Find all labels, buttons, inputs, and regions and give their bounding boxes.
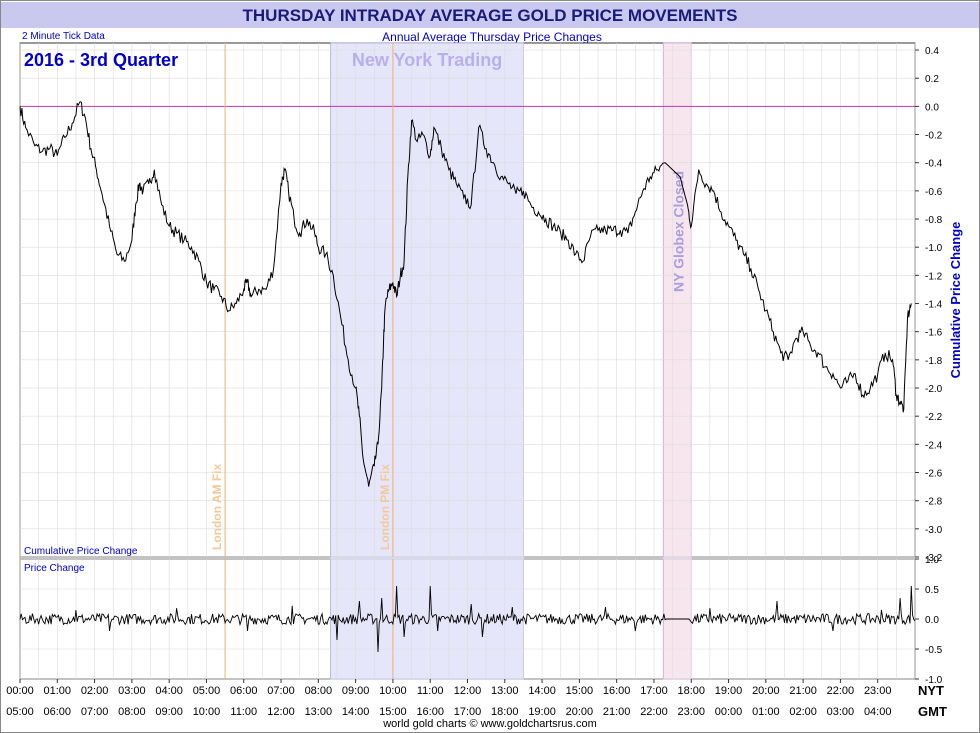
x-tick-label-gmt: 18:00	[491, 706, 519, 718]
y-tick-label: 0.0	[925, 102, 939, 113]
footer-credit: world gold charts © www.goldchartsrus.co…	[382, 718, 597, 730]
x-tick-label-gmt: 09:00	[155, 706, 183, 718]
chart-title: THURSDAY INTRADAY AVERAGE GOLD PRICE MOV…	[243, 6, 738, 25]
x-tick-label-nyt: 22:00	[827, 685, 855, 697]
x-tick-label-nyt: 12:00	[454, 685, 482, 697]
x-tick-label-gmt: 04:00	[864, 706, 892, 718]
y-tick-label: -3.2	[925, 553, 943, 564]
y-tick-label: 0.0	[925, 615, 939, 626]
x-tick-label-nyt: 23:00	[864, 685, 892, 697]
y-tick-label: -1.8	[925, 356, 943, 367]
period-label: 2016 - 3rd Quarter	[24, 50, 178, 70]
y-tick-label: -0.6	[925, 187, 943, 198]
x-tick-label-nyt: 13:00	[491, 685, 519, 697]
y-tick-label: -2.2	[925, 412, 943, 423]
y-tick-label: -0.4	[925, 159, 943, 170]
title-bar	[1, 2, 979, 28]
x-tick-label-gmt: 12:00	[267, 706, 295, 718]
x-tick-label-nyt: 03:00	[118, 685, 146, 697]
x-tick-label-gmt: 08:00	[118, 706, 146, 718]
ny-trading-label: New York Trading	[352, 50, 502, 70]
y-tick-label: -1.0	[925, 675, 943, 686]
y-tick-label: -1.4	[925, 300, 943, 311]
x-tick-label-gmt: 17:00	[454, 706, 482, 718]
x-tick-label-nyt: 17:00	[640, 685, 668, 697]
x-tick-label-gmt: 20:00	[566, 706, 594, 718]
x-tick-label-gmt: 19:00	[528, 706, 556, 718]
x-tick-label-nyt: 18:00	[677, 685, 705, 697]
cumulative-change-line	[19, 101, 912, 487]
globex-closed-band	[662, 42, 692, 558]
x-tick-label-nyt: 15:00	[566, 685, 594, 697]
nyt-label: NYT	[918, 683, 944, 698]
x-tick-label-gmt: 03:00	[827, 706, 855, 718]
x-tick-label-nyt: 02:00	[81, 685, 109, 697]
chart-subtitle: Annual Average Thursday Price Changes	[382, 30, 602, 44]
x-axis: 00:00 05:00 01:00 06:00 02:00 07:00 03:00 08:00…	[6, 679, 891, 718]
x-tick-label-nyt: 01:00	[44, 685, 72, 697]
cumulative-panel: 0.4 0.2 0.0 -0.2 -0.4 -0.6 -0.8 -1.0 -1.2 -1.4 -1.…	[19, 42, 943, 564]
x-tick-label-gmt: 07:00	[81, 706, 109, 718]
x-tick-label-nyt: 21:00	[789, 685, 817, 697]
y-tick-label: -0.8	[925, 215, 943, 226]
price-change-panel-label: Price Change	[24, 563, 85, 574]
x-tick-label-nyt: 09:00	[342, 685, 370, 697]
x-tick-label-nyt: 05:00	[193, 685, 221, 697]
x-tick-label-gmt: 14:00	[342, 706, 370, 718]
x-tick-label-gmt: 00:00	[715, 706, 743, 718]
x-tick-label-gmt: 05:00	[6, 706, 34, 718]
london-pm-fix-label: London PM Fix	[378, 464, 392, 550]
x-tick-label-nyt: 06:00	[230, 685, 258, 697]
x-tick-label-gmt: 15:00	[379, 706, 407, 718]
x-tick-label-gmt: 13:00	[305, 706, 333, 718]
x-tick-label-nyt: 14:00	[528, 685, 556, 697]
globex-closed-label: NY Globex Closed	[670, 171, 686, 292]
x-tick-label-gmt: 22:00	[640, 706, 668, 718]
x-tick-label-gmt: 16:00	[416, 706, 444, 718]
y-tick-label: -2.0	[925, 384, 943, 395]
ny-trading-band	[330, 42, 524, 558]
x-tick-label-gmt: 02:00	[789, 706, 817, 718]
x-tick-label-nyt: 11:00	[417, 685, 444, 697]
x-tick-label-nyt: 08:00	[305, 685, 333, 697]
y-tick-label: -2.4	[925, 440, 943, 451]
x-tick-label-nyt: 20:00	[752, 685, 780, 697]
y-tick-label: -1.6	[925, 328, 943, 339]
y-tick-label: 0.2	[925, 74, 939, 85]
y-tick-label: -0.5	[925, 645, 943, 656]
y-tick-label: -2.8	[925, 497, 943, 508]
y-tick-label: -0.2	[925, 131, 943, 142]
x-tick-label-gmt: 23:00	[677, 706, 705, 718]
london-am-fix-label: London AM Fix	[210, 463, 224, 550]
y-tick-label: -3.0	[925, 525, 943, 536]
price-change-panel: 1.0 0.5 0.0 -0.5 -1.0	[19, 555, 943, 686]
x-tick-label-gmt: 01:00	[752, 706, 780, 718]
tick-data-note: 2 Minute Tick Data	[22, 31, 105, 42]
x-tick-label-gmt: 10:00	[193, 706, 221, 718]
x-tick-label-nyt: 10:00	[379, 685, 407, 697]
price-change-line	[19, 585, 916, 653]
y-tick-label: 0.5	[925, 585, 939, 596]
x-tick-label-nyt: 00:00	[6, 685, 34, 697]
x-tick-label-gmt: 06:00	[44, 706, 72, 718]
y-tick-label: 0.4	[925, 46, 939, 57]
x-tick-label-nyt: 16:00	[603, 685, 631, 697]
x-tick-label-nyt: 07:00	[267, 685, 295, 697]
x-tick-label-gmt: 11:00	[230, 706, 257, 718]
y-tick-label: -1.0	[925, 243, 943, 254]
y-axis-label: Cumulative Price Change	[948, 222, 963, 379]
gmt-label: GMT	[918, 704, 947, 719]
x-tick-label-nyt: 19:00	[715, 685, 743, 697]
x-tick-label-gmt: 21:00	[603, 706, 631, 718]
y-tick-label: -2.6	[925, 469, 943, 480]
cumulative-panel-label: Cumulative Price Change	[24, 546, 138, 557]
y-tick-label: 1.0	[925, 555, 939, 566]
x-tick-label-nyt: 04:00	[155, 685, 183, 697]
y-tick-label: -1.2	[925, 271, 943, 282]
